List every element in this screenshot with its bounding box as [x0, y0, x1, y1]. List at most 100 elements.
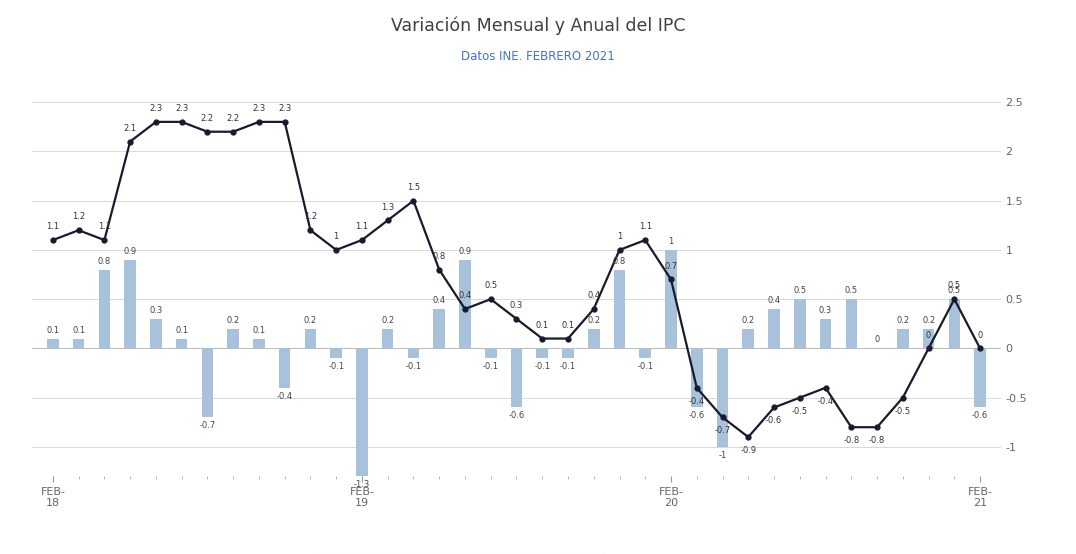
Text: -0.6: -0.6 [972, 412, 988, 420]
Text: 0.2: 0.2 [587, 316, 600, 325]
Bar [949, 299, 960, 348]
Text: -0.8: -0.8 [844, 436, 860, 445]
Text: 0.9: 0.9 [458, 247, 471, 256]
Bar [434, 309, 445, 348]
Bar [691, 348, 703, 408]
Bar [227, 329, 239, 348]
Text: -0.8: -0.8 [869, 436, 886, 445]
Text: 0.8: 0.8 [433, 252, 445, 261]
Text: 1.3: 1.3 [381, 203, 394, 212]
Bar [382, 329, 394, 348]
Text: -0.1: -0.1 [328, 362, 344, 371]
Text: 0.3: 0.3 [150, 306, 162, 315]
Text: 2.3: 2.3 [252, 104, 266, 113]
Text: -0.7: -0.7 [714, 426, 731, 435]
Text: 1.2: 1.2 [72, 212, 85, 222]
Bar [99, 270, 110, 348]
Text: 2.2: 2.2 [227, 114, 240, 123]
Text: 0.1: 0.1 [536, 321, 549, 330]
Bar [511, 348, 522, 408]
Text: 0.3: 0.3 [819, 306, 832, 315]
Bar [279, 348, 291, 388]
Text: 0.4: 0.4 [458, 291, 471, 300]
Text: 1.1: 1.1 [639, 222, 652, 231]
Text: -0.4: -0.4 [277, 392, 293, 401]
Bar [794, 299, 806, 348]
Text: 0.2: 0.2 [381, 316, 394, 325]
Text: -1: -1 [719, 451, 726, 460]
Text: 1.1: 1.1 [46, 222, 59, 231]
Text: 0.4: 0.4 [433, 296, 445, 305]
Bar [175, 338, 187, 348]
Bar [974, 348, 986, 408]
Text: -0.6: -0.6 [508, 412, 525, 420]
Bar [253, 338, 265, 348]
Bar [201, 348, 213, 417]
Text: 0.5: 0.5 [948, 281, 961, 290]
Text: -0.1: -0.1 [560, 362, 576, 371]
Text: 0.2: 0.2 [741, 316, 755, 325]
Text: 2.3: 2.3 [278, 104, 292, 113]
Bar [151, 319, 161, 348]
Bar [742, 329, 754, 348]
Bar [820, 319, 832, 348]
Text: 0.9: 0.9 [124, 247, 137, 256]
Bar [73, 338, 84, 348]
Text: 2.3: 2.3 [150, 104, 162, 113]
Text: -0.6: -0.6 [766, 417, 782, 425]
Text: 0.4: 0.4 [587, 291, 600, 300]
Bar [923, 329, 934, 348]
Bar [897, 329, 908, 348]
Text: 0: 0 [926, 331, 931, 340]
Text: 0.2: 0.2 [896, 316, 909, 325]
Text: -0.4: -0.4 [689, 397, 705, 406]
Text: -0.7: -0.7 [199, 421, 215, 430]
Bar [768, 309, 780, 348]
Text: 0.8: 0.8 [613, 257, 626, 266]
Text: -1.3: -1.3 [354, 480, 370, 489]
Text: 1: 1 [617, 232, 622, 241]
Bar [639, 348, 651, 358]
Text: 0.3: 0.3 [510, 301, 523, 310]
Bar [305, 329, 316, 348]
Text: 0.2: 0.2 [227, 316, 240, 325]
Bar [613, 270, 625, 348]
Text: -0.4: -0.4 [818, 397, 834, 406]
Text: 1.1: 1.1 [355, 222, 368, 231]
Text: 0.1: 0.1 [253, 326, 266, 335]
Bar [846, 299, 858, 348]
Text: -0.5: -0.5 [792, 407, 808, 416]
Bar [330, 348, 342, 358]
Text: -0.1: -0.1 [406, 362, 422, 371]
Bar [459, 260, 471, 348]
Text: 2.3: 2.3 [175, 104, 188, 113]
Text: 0.1: 0.1 [72, 326, 85, 335]
Bar [47, 338, 59, 348]
Text: 0.4: 0.4 [767, 296, 780, 305]
Bar [356, 348, 368, 476]
Bar [485, 348, 496, 358]
Text: -0.1: -0.1 [637, 362, 653, 371]
Text: 2.2: 2.2 [201, 114, 214, 123]
Text: Variación Mensual y Anual del IPC: Variación Mensual y Anual del IPC [391, 17, 685, 35]
Text: -0.1: -0.1 [534, 362, 550, 371]
Text: -0.6: -0.6 [689, 412, 705, 420]
Text: 0.5: 0.5 [793, 286, 806, 295]
Text: 1: 1 [334, 232, 339, 241]
Text: 0.1: 0.1 [46, 326, 59, 335]
Bar [125, 260, 136, 348]
Text: 0.1: 0.1 [175, 326, 188, 335]
Text: 0.5: 0.5 [948, 286, 961, 295]
Text: 0.2: 0.2 [303, 316, 317, 325]
Text: 0.7: 0.7 [664, 261, 678, 270]
Text: 1.5: 1.5 [407, 183, 420, 192]
Text: 1.1: 1.1 [98, 222, 111, 231]
Text: -0.5: -0.5 [895, 407, 911, 416]
Text: -0.1: -0.1 [483, 362, 499, 371]
Text: 1.2: 1.2 [303, 212, 317, 222]
Bar [587, 329, 599, 348]
Bar [562, 348, 574, 358]
Text: 0: 0 [977, 331, 982, 340]
Text: -0.9: -0.9 [740, 446, 756, 455]
Text: 0: 0 [875, 336, 880, 345]
